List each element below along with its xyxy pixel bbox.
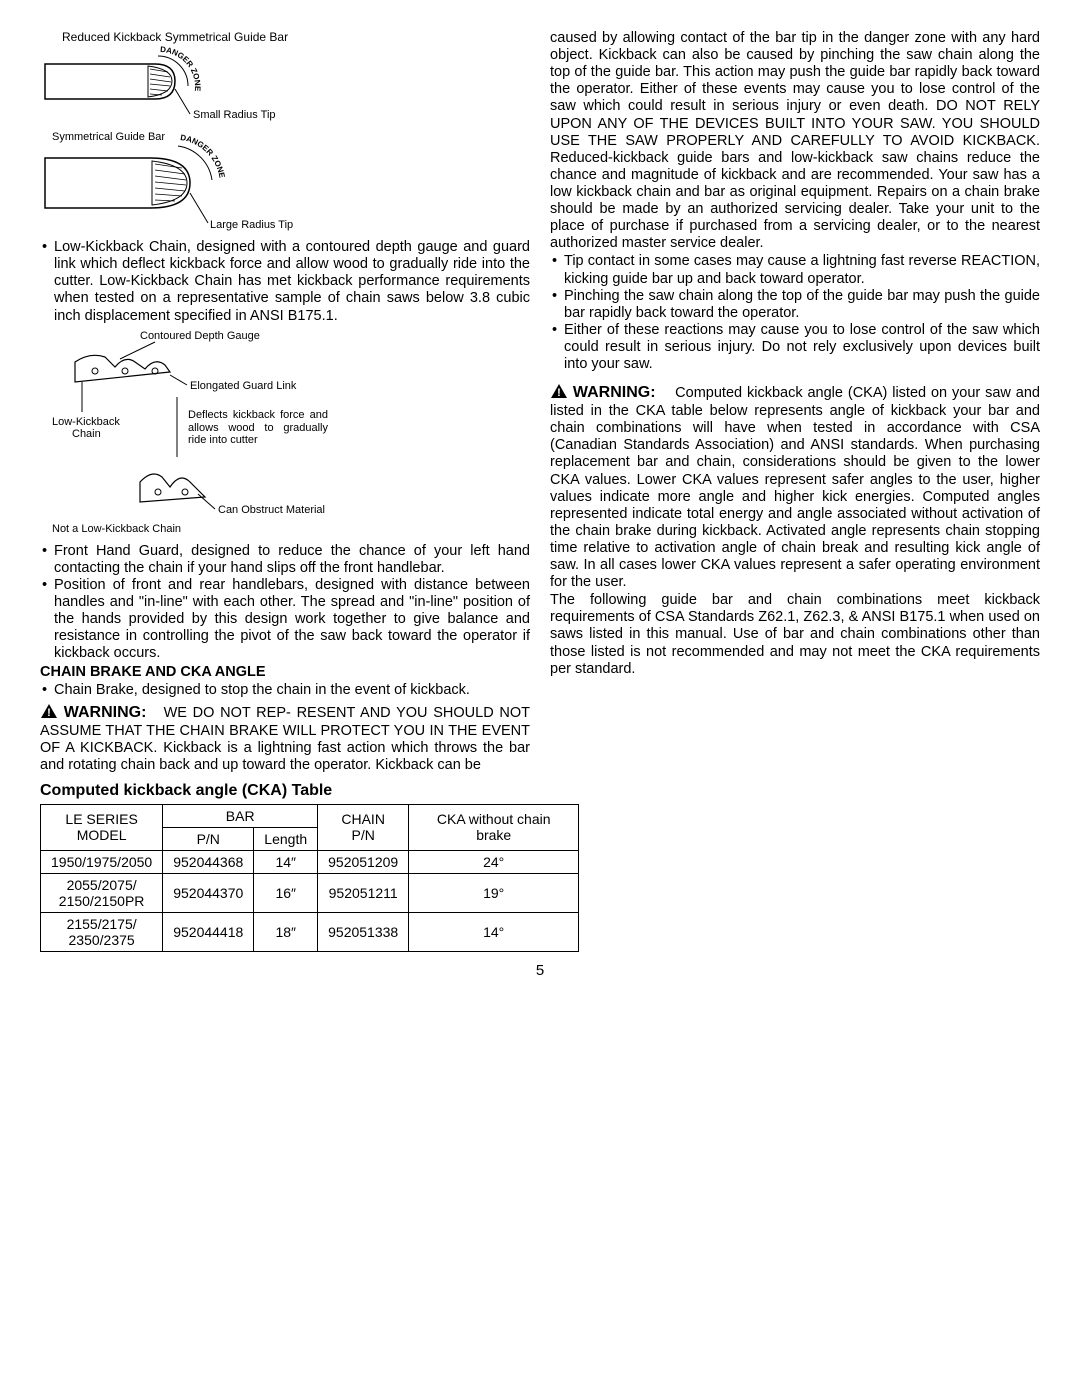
th-cka: CKA without chain brake [409,804,579,850]
cell-len: 18″ [254,912,318,951]
warning-label-2: WARNING: [573,384,656,401]
figure-chain-comparison: Contoured Depth Gauge Elongated Guard Li… [40,327,530,537]
th-len: Length [254,827,318,850]
col2-following: The following guide bar and chain combin… [550,592,1040,678]
bullet-list-1: Low-Kickback Chain, designed with a cont… [40,239,530,325]
bullet-either: Either of these reactions may cause you … [550,322,1040,373]
svg-text:!: ! [557,387,561,399]
bullet-chain-brake: Chain Brake, designed to stop the chain … [40,682,530,699]
table-row: 2055/2075/2150/2150PR 952044370 16″ 9520… [41,873,579,912]
warning-triangle-icon: ! [40,703,58,719]
table-row: 2155/2175/2350/2375 952044418 18″ 952051… [41,912,579,951]
chain-diagram: Contoured Depth Gauge Elongated Guard Li… [40,327,340,537]
svg-text:Chain: Chain [72,428,101,440]
page-number: 5 [40,962,1040,979]
bullet-pinching: Pinching the saw chain along the top of … [550,288,1040,322]
cell-pn: 952044370 [163,873,254,912]
bullet-handlebar-pos: Position of front and rear handlebars, d… [40,577,530,663]
bullet-low-kickback: Low-Kickback Chain, designed with a cont… [40,239,530,325]
col2-intro: caused by allowing contact of the bar ti… [550,30,1040,252]
cell-model: 2155/2175/2350/2375 [41,912,163,951]
cell-chain: 952051211 [318,873,409,912]
cell-len: 14″ [254,850,318,873]
guide-bar-large-radius-diagram: Symmetrical Guide Bar DANGER ZONE Large [40,128,310,233]
warning-triangle-icon: ! [550,383,568,399]
bullet-tip-contact: Tip contact in some cases may cause a li… [550,253,1040,287]
cell-chain: 952051338 [318,912,409,951]
bullet-list-2: Front Hand Guard, designed to reduce the… [40,543,530,663]
cell-pn: 952044368 [163,850,254,873]
cell-len: 16″ [254,873,318,912]
th-pn: P/N [163,827,254,850]
right-column: caused by allowing contact of the bar ti… [550,30,1040,774]
svg-text:Large Radius Tip: Large Radius Tip [210,219,293,231]
svg-text:DANGER ZONE: DANGER ZONE [180,133,227,179]
cell-pn: 952044418 [163,912,254,951]
svg-text:Contoured Depth Gauge: Contoured Depth Gauge [140,330,260,342]
guide-bar-small-radius-diagram: DANGER ZONE Small Radius Tip [40,44,300,122]
cell-cka: 14° [409,912,579,951]
warning-label: WARNING: [64,704,147,721]
cell-model: 2055/2075/2150/2150PR [41,873,163,912]
svg-text:Elongated Guard Link: Elongated Guard Link [190,380,297,392]
svg-text:!: ! [47,707,51,719]
table-row: 1950/1975/2050 952044368 14″ 952051209 2… [41,850,579,873]
cell-cka: 24° [409,850,579,873]
cell-cka: 19° [409,873,579,912]
table-title: Computed kickback angle (CKA) Table [40,782,1040,800]
cka-table: LE SERIESMODEL BAR CHAIN P/N CKA without… [40,804,579,952]
th-chain: CHAIN P/N [318,804,409,850]
th-bar: BAR [163,804,318,827]
cell-model: 1950/1975/2050 [41,850,163,873]
bullet-list-3: Chain Brake, designed to stop the chain … [40,682,530,699]
svg-text:Small Radius Tip: Small Radius Tip [193,109,276,121]
table-header-row-1: LE SERIESMODEL BAR CHAIN P/N CKA without… [41,804,579,827]
section-chain-brake: CHAIN BRAKE AND CKA ANGLE [40,664,530,681]
left-column: Reduced Kickback Symmetrical Guide Bar D… [40,30,530,774]
svg-text:Can Obstruct Material: Can Obstruct Material [218,504,325,516]
figure-symmetrical-bar: Symmetrical Guide Bar DANGER ZONE Large [40,128,530,233]
fig1-title: Reduced Kickback Symmetrical Guide Bar [62,30,530,44]
warning-1-line1: WE DO NOT REP- [164,705,291,721]
svg-text:DANGER ZONE: DANGER ZONE [160,45,202,92]
svg-text:Symmetrical Guide Bar: Symmetrical Guide Bar [52,131,165,143]
th-model: LE SERIESMODEL [41,804,163,850]
warning-2: ! WARNING: Computed kickback angle (CKA)… [550,383,1040,591]
bullet-front-guard: Front Hand Guard, designed to reduce the… [40,543,530,577]
warning-1: ! WARNING: WE DO NOT REP- RESENT AND YOU… [40,703,530,774]
figure-reduced-kickback-bar: Reduced Kickback Symmetrical Guide Bar D… [40,30,530,122]
warning-2-body: angle (CKA) listed on your saw and liste… [550,385,1040,590]
svg-text:Not a Low-Kickback Chain: Not a Low-Kickback Chain [52,523,181,535]
cell-chain: 952051209 [318,850,409,873]
svg-text:Low-Kickback: Low-Kickback [52,416,120,428]
warning-2-line1: Computed kickback [675,385,802,401]
bullet-list-right: Tip contact in some cases may cause a li… [550,253,1040,373]
